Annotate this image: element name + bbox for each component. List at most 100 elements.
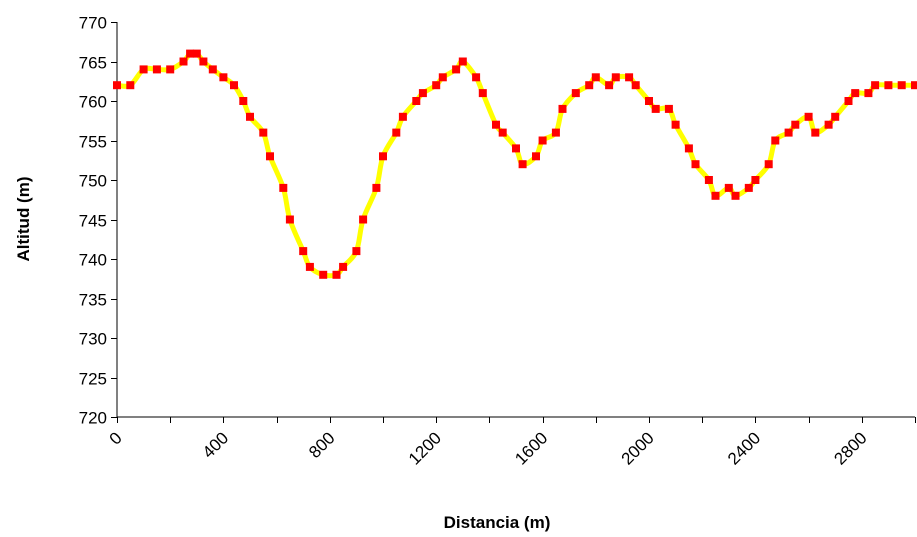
data-point bbox=[152, 65, 161, 74]
data-point bbox=[518, 160, 527, 169]
data-point bbox=[305, 262, 314, 271]
data-point bbox=[452, 65, 461, 74]
data-point bbox=[571, 89, 580, 98]
y-tick-label: 760 bbox=[79, 93, 107, 112]
data-point bbox=[751, 176, 760, 184]
data-point bbox=[831, 112, 840, 121]
y-axis-title: Altitud (m) bbox=[14, 177, 33, 262]
data-point bbox=[731, 191, 740, 200]
data-point bbox=[166, 65, 175, 74]
y-tick-label: 720 bbox=[79, 409, 107, 428]
y-tick-label: 725 bbox=[79, 370, 107, 389]
data-point bbox=[266, 152, 274, 161]
data-point bbox=[512, 144, 520, 153]
data-point bbox=[864, 89, 873, 98]
data-point bbox=[498, 128, 507, 137]
data-point bbox=[804, 112, 813, 121]
data-point bbox=[332, 270, 341, 279]
data-point bbox=[339, 262, 348, 271]
data-point bbox=[605, 81, 614, 90]
data-point bbox=[811, 128, 820, 137]
data-point bbox=[219, 73, 228, 82]
data-point bbox=[208, 65, 217, 74]
data-point bbox=[352, 247, 361, 256]
data-point bbox=[704, 176, 713, 184]
data-point bbox=[671, 120, 680, 129]
data-point bbox=[186, 49, 195, 58]
data-point bbox=[651, 104, 660, 113]
x-tick-label: 2000 bbox=[618, 428, 658, 468]
data-point bbox=[438, 73, 447, 82]
data-point bbox=[784, 128, 793, 137]
data-point bbox=[478, 89, 487, 98]
data-point bbox=[246, 112, 254, 121]
y-tick-label: 750 bbox=[79, 172, 107, 191]
data-point bbox=[412, 97, 421, 105]
y-tick-label: 745 bbox=[79, 212, 107, 231]
data-point bbox=[472, 73, 481, 82]
data-point bbox=[379, 152, 387, 161]
data-point bbox=[764, 160, 773, 169]
x-tick-label: 2800 bbox=[830, 428, 870, 468]
data-point bbox=[199, 57, 208, 66]
data-point bbox=[532, 152, 540, 161]
y-tick-label: 740 bbox=[79, 251, 107, 270]
data-point bbox=[645, 97, 653, 105]
data-point bbox=[113, 81, 121, 90]
y-tick-label: 755 bbox=[79, 133, 107, 152]
x-axis: 0 400 800 1200 1600 2000 2400 2800 bbox=[106, 416, 916, 469]
data-point bbox=[631, 81, 640, 90]
x-tick-label: 800 bbox=[305, 428, 338, 461]
data-point bbox=[192, 49, 201, 58]
y-tick-label: 765 bbox=[79, 54, 107, 73]
data-point bbox=[824, 120, 833, 129]
data-point bbox=[230, 81, 238, 90]
data-point bbox=[458, 57, 467, 66]
series-layer bbox=[113, 49, 917, 279]
data-point bbox=[179, 57, 188, 66]
data-point bbox=[844, 97, 853, 105]
data-point bbox=[611, 73, 620, 82]
data-point bbox=[398, 112, 407, 121]
data-point bbox=[359, 215, 368, 224]
data-point bbox=[664, 104, 673, 113]
data-point bbox=[871, 81, 880, 90]
data-point bbox=[558, 104, 567, 113]
data-point bbox=[299, 247, 308, 256]
data-point bbox=[239, 97, 248, 105]
x-tick-label: 1200 bbox=[405, 428, 445, 468]
y-tick-label: 770 bbox=[79, 14, 107, 33]
data-point bbox=[418, 89, 427, 98]
data-point bbox=[285, 215, 294, 224]
data-point bbox=[319, 270, 328, 279]
x-axis-title: Distancia (m) bbox=[444, 513, 551, 532]
data-point bbox=[625, 73, 634, 82]
x-tick-label: 1600 bbox=[511, 428, 551, 468]
y-tick-label: 730 bbox=[79, 330, 107, 349]
data-point bbox=[684, 144, 693, 153]
data-point bbox=[259, 128, 268, 137]
data-point bbox=[711, 191, 720, 200]
data-point bbox=[911, 81, 917, 90]
data-point bbox=[744, 183, 753, 192]
data-point bbox=[372, 183, 381, 192]
data-point bbox=[897, 81, 906, 90]
data-point bbox=[551, 128, 560, 137]
data-point bbox=[139, 65, 148, 74]
data-point bbox=[279, 183, 288, 192]
data-point bbox=[851, 89, 860, 98]
data-point bbox=[791, 120, 800, 129]
y-axis: 720 725 730 735 740 745 750 755 760 765 770 bbox=[79, 14, 118, 428]
data-point bbox=[771, 136, 780, 145]
data-point bbox=[392, 128, 401, 137]
data-point bbox=[492, 120, 500, 129]
data-point bbox=[884, 81, 893, 90]
x-tick-label: 2400 bbox=[724, 428, 764, 468]
data-point bbox=[691, 160, 700, 169]
data-point bbox=[432, 81, 441, 90]
x-tick-label: 400 bbox=[199, 428, 232, 461]
y-tick-label: 735 bbox=[79, 291, 107, 310]
data-point bbox=[538, 136, 547, 145]
data-point bbox=[591, 73, 600, 82]
